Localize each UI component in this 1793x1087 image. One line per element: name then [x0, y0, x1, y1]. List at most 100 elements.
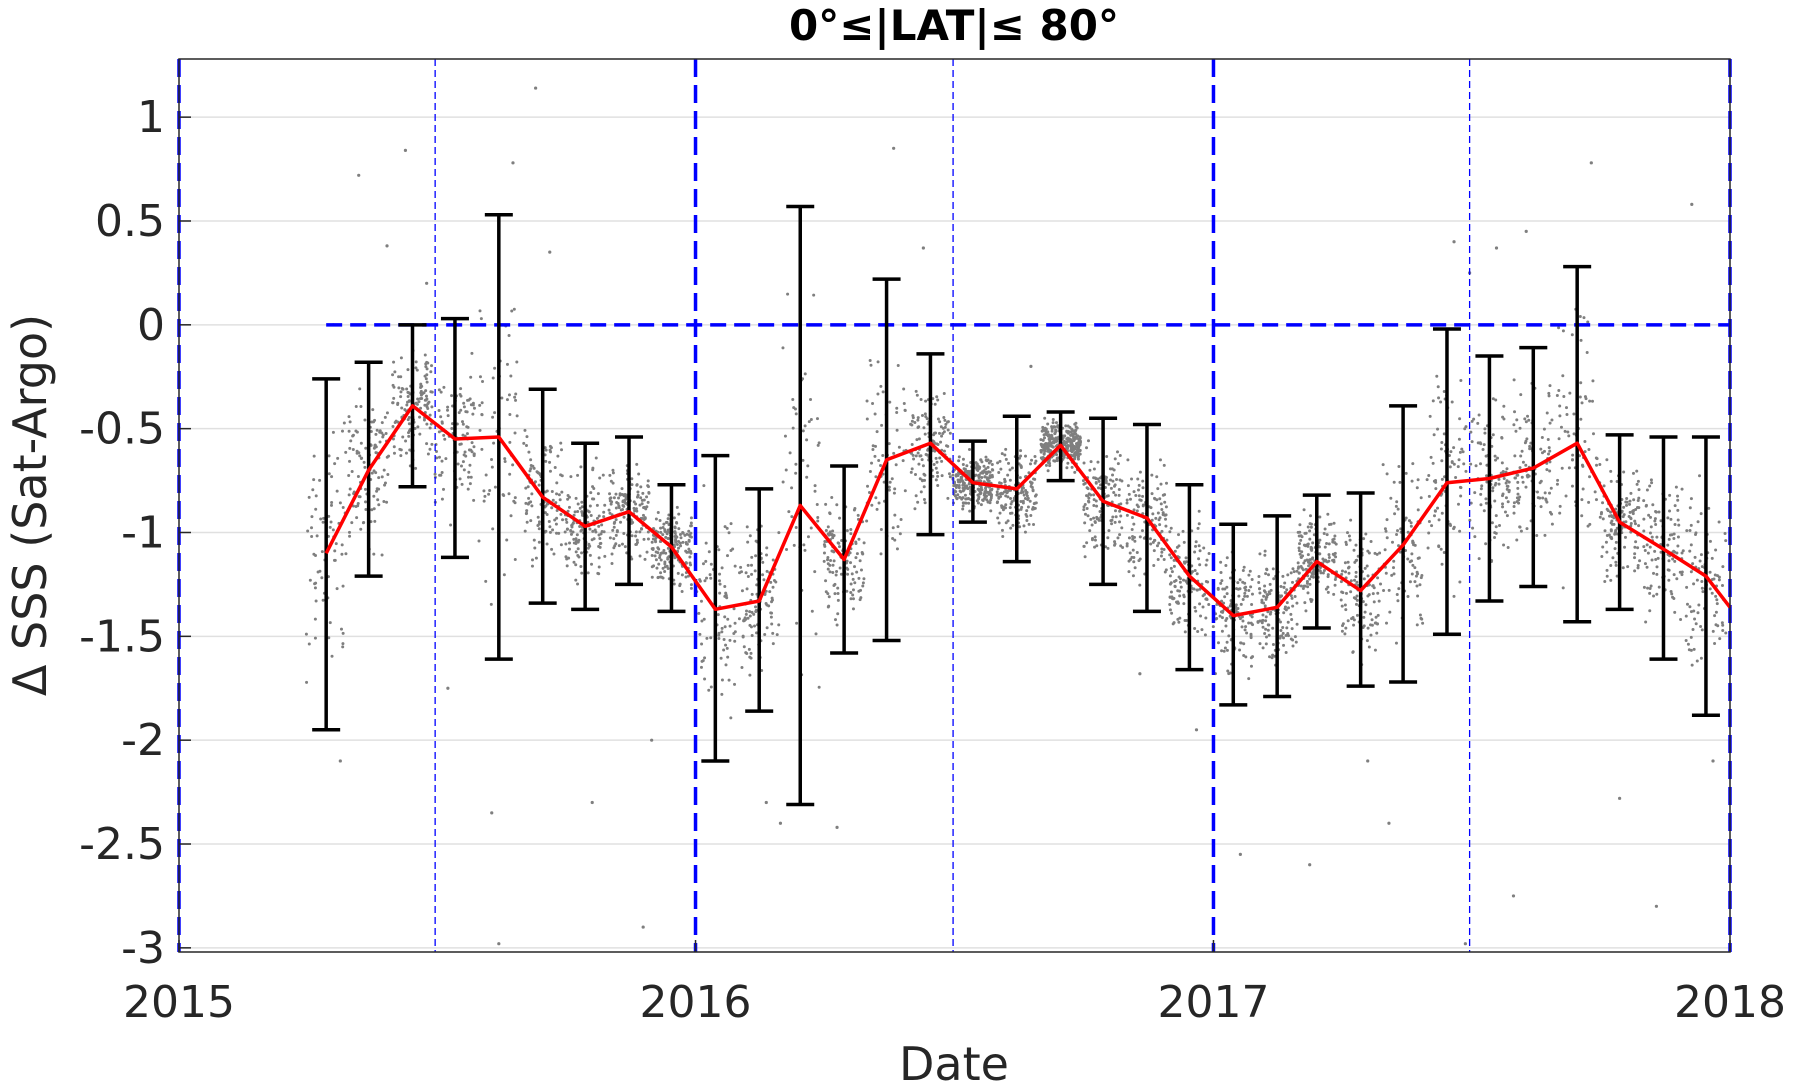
scatter-point [1365, 564, 1369, 568]
scatter-point [330, 475, 334, 479]
scatter-point [853, 565, 857, 569]
scatter-point [1558, 511, 1562, 515]
scatter-point [1130, 528, 1134, 532]
scatter-point [1092, 503, 1096, 507]
scatter-point [923, 473, 927, 477]
scatter-point [1364, 532, 1368, 536]
scatter-point [1082, 482, 1086, 486]
scatter-point [424, 389, 428, 393]
scatter-point [515, 414, 519, 418]
scatter-point [954, 474, 958, 478]
scatter-point [1018, 476, 1022, 480]
scatter-point [833, 618, 837, 622]
scatter-point [392, 396, 396, 400]
scatter-point [491, 527, 495, 531]
scatter-point [508, 413, 512, 417]
scatter-point [795, 621, 799, 625]
scatter-point [826, 555, 830, 559]
scatter-point [1286, 620, 1290, 624]
scatter-point [1598, 515, 1602, 519]
scatter-point [348, 446, 352, 450]
scatter-point [1289, 612, 1293, 616]
scatter-point [704, 559, 708, 563]
scatter-point [704, 541, 708, 545]
scatter-point [358, 454, 362, 458]
scatter-point [1321, 571, 1325, 575]
scatter-point [1261, 646, 1265, 650]
scatter-point [423, 353, 427, 357]
scatter-point [1194, 540, 1198, 544]
scatter-point [481, 380, 485, 384]
scatter-point [1161, 493, 1165, 497]
scatter-point [641, 491, 645, 495]
scatter-point [1406, 557, 1410, 561]
scatter-point [1160, 508, 1164, 512]
scatter-point [1694, 532, 1698, 536]
scatter-point [1688, 605, 1692, 609]
scatter-point [794, 412, 798, 416]
scatter-point [347, 493, 351, 497]
scatter-point [1312, 572, 1316, 576]
scatter-point [1698, 559, 1702, 563]
scatter-point [679, 544, 683, 548]
scatter-point [1178, 580, 1182, 584]
scatter-point [608, 511, 612, 515]
scatter-point [1371, 584, 1375, 588]
scatter-point [1009, 526, 1013, 530]
scatter-point [407, 434, 411, 438]
scatter-point [651, 546, 655, 550]
scatter-point [765, 626, 769, 630]
scatter-point [963, 467, 967, 471]
scatter-point [1151, 512, 1155, 516]
scatter-point [1228, 576, 1232, 580]
scatter-point [1085, 541, 1089, 545]
scatter-point [1022, 493, 1026, 497]
scatter-point [1032, 522, 1036, 526]
scatter-point [1297, 565, 1301, 569]
scatter-point [1689, 635, 1693, 639]
scatter-point [1672, 596, 1676, 600]
scatter-point [1628, 499, 1632, 503]
scatter-point [1628, 502, 1632, 506]
scatter-point [373, 443, 377, 447]
scatter-point [1677, 523, 1681, 527]
scatter-point [430, 364, 434, 368]
scatter-point [551, 528, 555, 532]
scatter-point [1416, 478, 1420, 482]
scatter-point [312, 478, 316, 482]
scatter-point [705, 576, 709, 580]
scatter-point [319, 517, 323, 521]
scatter-point [1637, 524, 1641, 528]
scatter-point [996, 461, 1000, 465]
scatter-point [919, 490, 923, 494]
scatter-point [1004, 489, 1008, 493]
scatter-point [1263, 590, 1267, 594]
scatter-point [363, 465, 367, 469]
scatter-point [1117, 487, 1121, 491]
scatter-point [359, 441, 363, 445]
scatter-point [1085, 507, 1089, 511]
scatter-point [851, 588, 855, 592]
scatter-point [1065, 429, 1069, 433]
scatter-point [543, 511, 547, 515]
scatter-point [1687, 648, 1691, 652]
scatter-point [1371, 592, 1375, 596]
scatter-point [433, 472, 437, 476]
scatter-point [920, 458, 924, 462]
scatter-point [439, 390, 443, 394]
scatter-point [663, 529, 667, 533]
scatter-point [934, 456, 938, 460]
scatter-point [917, 437, 921, 441]
scatter-point [537, 483, 541, 487]
scatter-point [709, 636, 713, 640]
scatter-point [720, 626, 724, 630]
scatter-point [1369, 623, 1373, 627]
scatter-point [1476, 421, 1480, 425]
scatter-point [1583, 439, 1587, 443]
scatter-point [1097, 479, 1101, 483]
scatter-point [1133, 539, 1137, 543]
scatter-point [1648, 586, 1652, 590]
scatter-point [1070, 465, 1074, 469]
scatter-point [881, 390, 885, 394]
